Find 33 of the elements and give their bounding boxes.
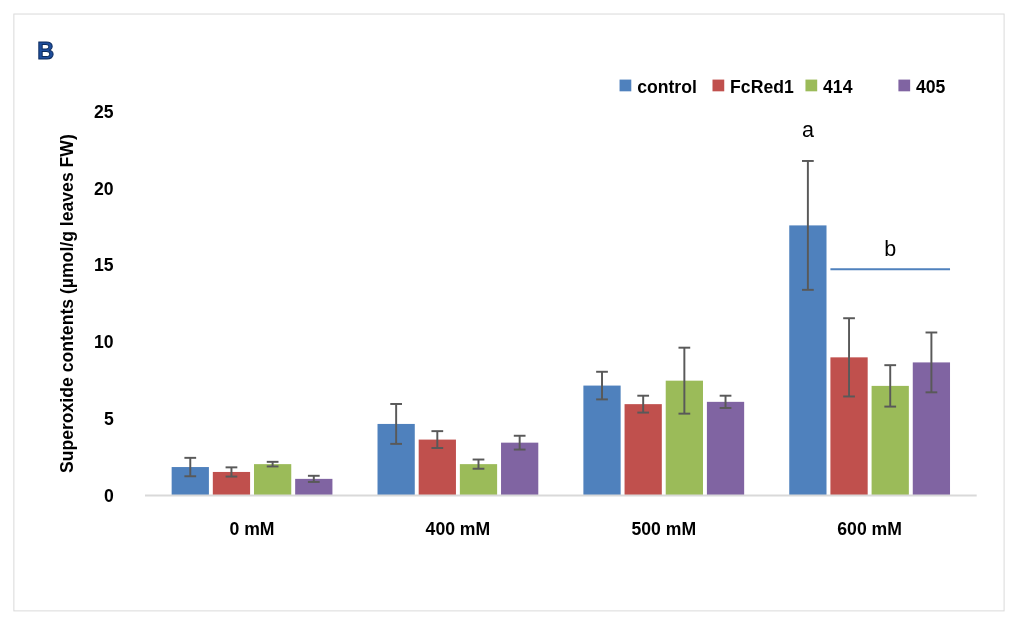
y-axis-title: Superoxide contents (µmol/g leaves FW) xyxy=(56,134,77,474)
bar xyxy=(665,380,703,496)
bar xyxy=(501,442,539,496)
bar xyxy=(912,362,951,496)
bar xyxy=(253,464,292,496)
legend-label: 414 xyxy=(823,76,853,97)
y-tick-label: 0 xyxy=(103,485,114,506)
x-tick-label: 0 mM xyxy=(229,518,275,539)
x-tick-label: 600 mM xyxy=(837,518,902,539)
y-tick-label: 5 xyxy=(103,408,114,429)
bar xyxy=(706,401,745,496)
bar xyxy=(459,464,498,496)
annotation: a xyxy=(801,118,814,143)
bar xyxy=(212,471,251,496)
bar xyxy=(830,357,868,496)
bar xyxy=(377,423,415,496)
y-tick-label: 15 xyxy=(94,255,114,276)
y-tick-label: 25 xyxy=(94,102,114,123)
bar xyxy=(171,467,209,496)
bar xyxy=(418,439,456,496)
legend-label: control xyxy=(637,76,697,97)
bar xyxy=(624,404,662,496)
legend-label: FcRed1 xyxy=(730,76,794,97)
legend-label: 405 xyxy=(916,76,946,97)
bar xyxy=(583,385,621,496)
y-tick-label: 10 xyxy=(94,332,114,353)
text: B xyxy=(37,38,55,65)
x-tick-label: 500 mM xyxy=(631,518,697,539)
y-tick-label: 20 xyxy=(94,178,114,199)
x-tick-label: 400 mM xyxy=(425,518,491,539)
bar xyxy=(789,225,827,496)
bar xyxy=(871,385,909,496)
annotation: b xyxy=(884,236,897,261)
